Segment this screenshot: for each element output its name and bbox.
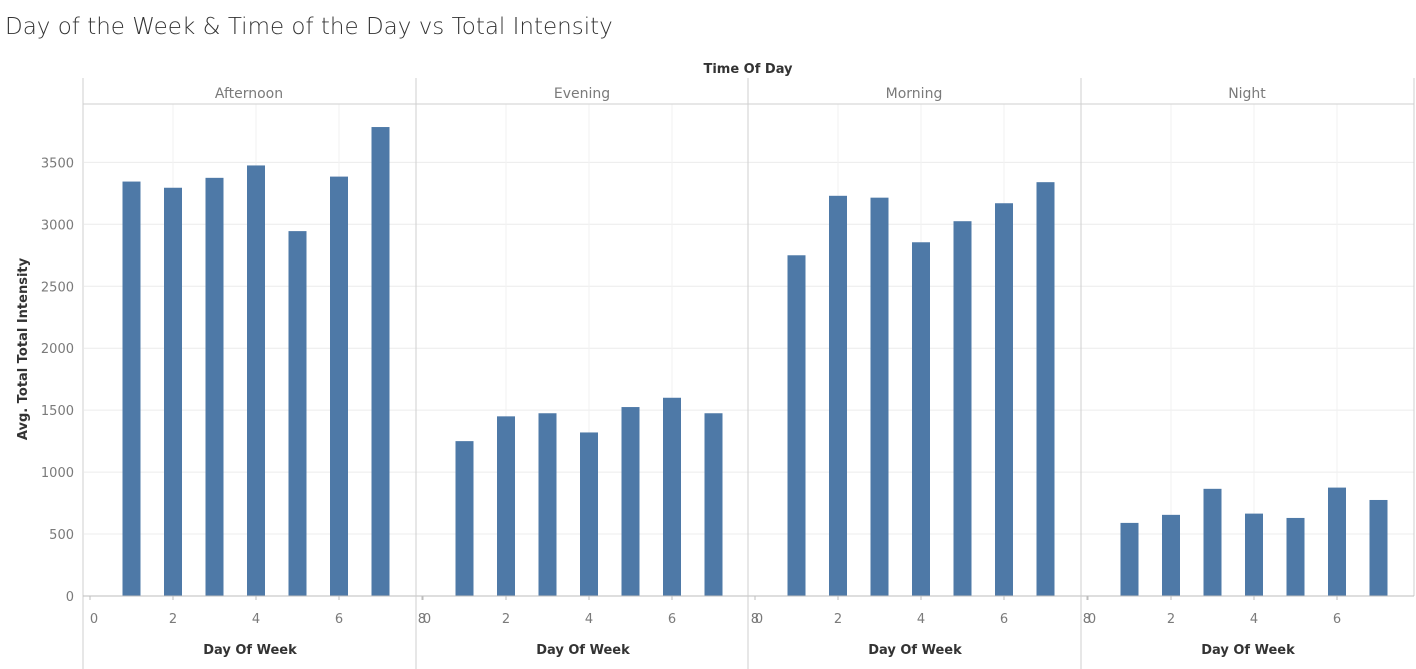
bar-afternoon-4 — [247, 165, 265, 596]
bar-evening-7 — [705, 413, 723, 596]
bar-morning-2 — [829, 196, 847, 596]
x-tick-label: 6 — [1000, 612, 1008, 627]
x-tick-label: 0 — [755, 612, 763, 627]
bar-morning-4 — [912, 242, 930, 596]
x-axis-title: Day Of Week — [868, 643, 962, 658]
bar-morning-3 — [871, 198, 889, 596]
y-tick-label: 3500 — [41, 156, 74, 171]
bar-night-2 — [1162, 515, 1180, 596]
x-tick-label: 2 — [502, 612, 510, 627]
bar-evening-3 — [539, 413, 557, 596]
bar-layer — [123, 127, 1388, 596]
bar-night-3 — [1204, 489, 1222, 596]
bar-night-5 — [1287, 518, 1305, 596]
x-tick-label: 4 — [252, 612, 260, 627]
bar-morning-1 — [788, 255, 806, 596]
bar-night-1 — [1121, 523, 1139, 596]
x-tick-label: 0 — [90, 612, 98, 627]
panel-label-afternoon: Afternoon — [215, 86, 283, 102]
chart-title: Day of the Week & Time of the Day vs Tot… — [5, 14, 613, 40]
x-axis-title: Day Of Week — [1201, 643, 1295, 658]
bar-evening-5 — [622, 407, 640, 596]
x-axis-title: Day Of Week — [203, 643, 297, 658]
bar-afternoon-6 — [330, 177, 348, 596]
bar-evening-2 — [497, 416, 515, 596]
y-tick-label: 1000 — [41, 466, 74, 481]
bar-afternoon-5 — [289, 231, 307, 596]
x-tick-label: 2 — [1167, 612, 1175, 627]
column-header: Time Of Day — [703, 62, 793, 77]
y-tick-label: 0 — [66, 590, 74, 605]
y-tick-label: 3000 — [41, 218, 74, 233]
y-axis-title: Avg. Total Total Intensity — [16, 257, 31, 440]
y-tick-label: 2000 — [41, 342, 74, 357]
y-tick-label: 500 — [49, 528, 74, 543]
bar-evening-4 — [580, 432, 598, 596]
bar-morning-5 — [954, 221, 972, 596]
x-axis-title: Day Of Week — [536, 643, 630, 658]
bar-afternoon-7 — [372, 127, 390, 596]
bar-evening-6 — [663, 398, 681, 596]
panel-label-night: Night — [1228, 86, 1266, 102]
x-tick-label: 0 — [423, 612, 431, 627]
bar-afternoon-2 — [164, 188, 182, 596]
bar-evening-1 — [456, 441, 474, 596]
x-tick-label: 2 — [169, 612, 177, 627]
bar-night-6 — [1328, 488, 1346, 596]
y-tick-label: 2500 — [41, 280, 74, 295]
x-tick-label: 2 — [834, 612, 842, 627]
bar-night-4 — [1245, 514, 1263, 596]
x-tick-label: 4 — [917, 612, 925, 627]
panel-label-evening: Evening — [554, 86, 610, 102]
x-tick-label: 4 — [585, 612, 593, 627]
x-tick-label: 4 — [1250, 612, 1258, 627]
x-tick-label: 0 — [1088, 612, 1096, 627]
bar-afternoon-3 — [206, 178, 224, 596]
bar-afternoon-1 — [123, 182, 141, 596]
x-tick-label: 6 — [668, 612, 676, 627]
bar-morning-6 — [995, 203, 1013, 596]
x-tick-label: 6 — [1333, 612, 1341, 627]
y-tick-label: 1500 — [41, 404, 74, 419]
panel-label-morning: Morning — [886, 86, 943, 102]
bar-morning-7 — [1037, 182, 1055, 596]
x-tick-label: 6 — [335, 612, 343, 627]
bar-night-7 — [1370, 500, 1388, 596]
